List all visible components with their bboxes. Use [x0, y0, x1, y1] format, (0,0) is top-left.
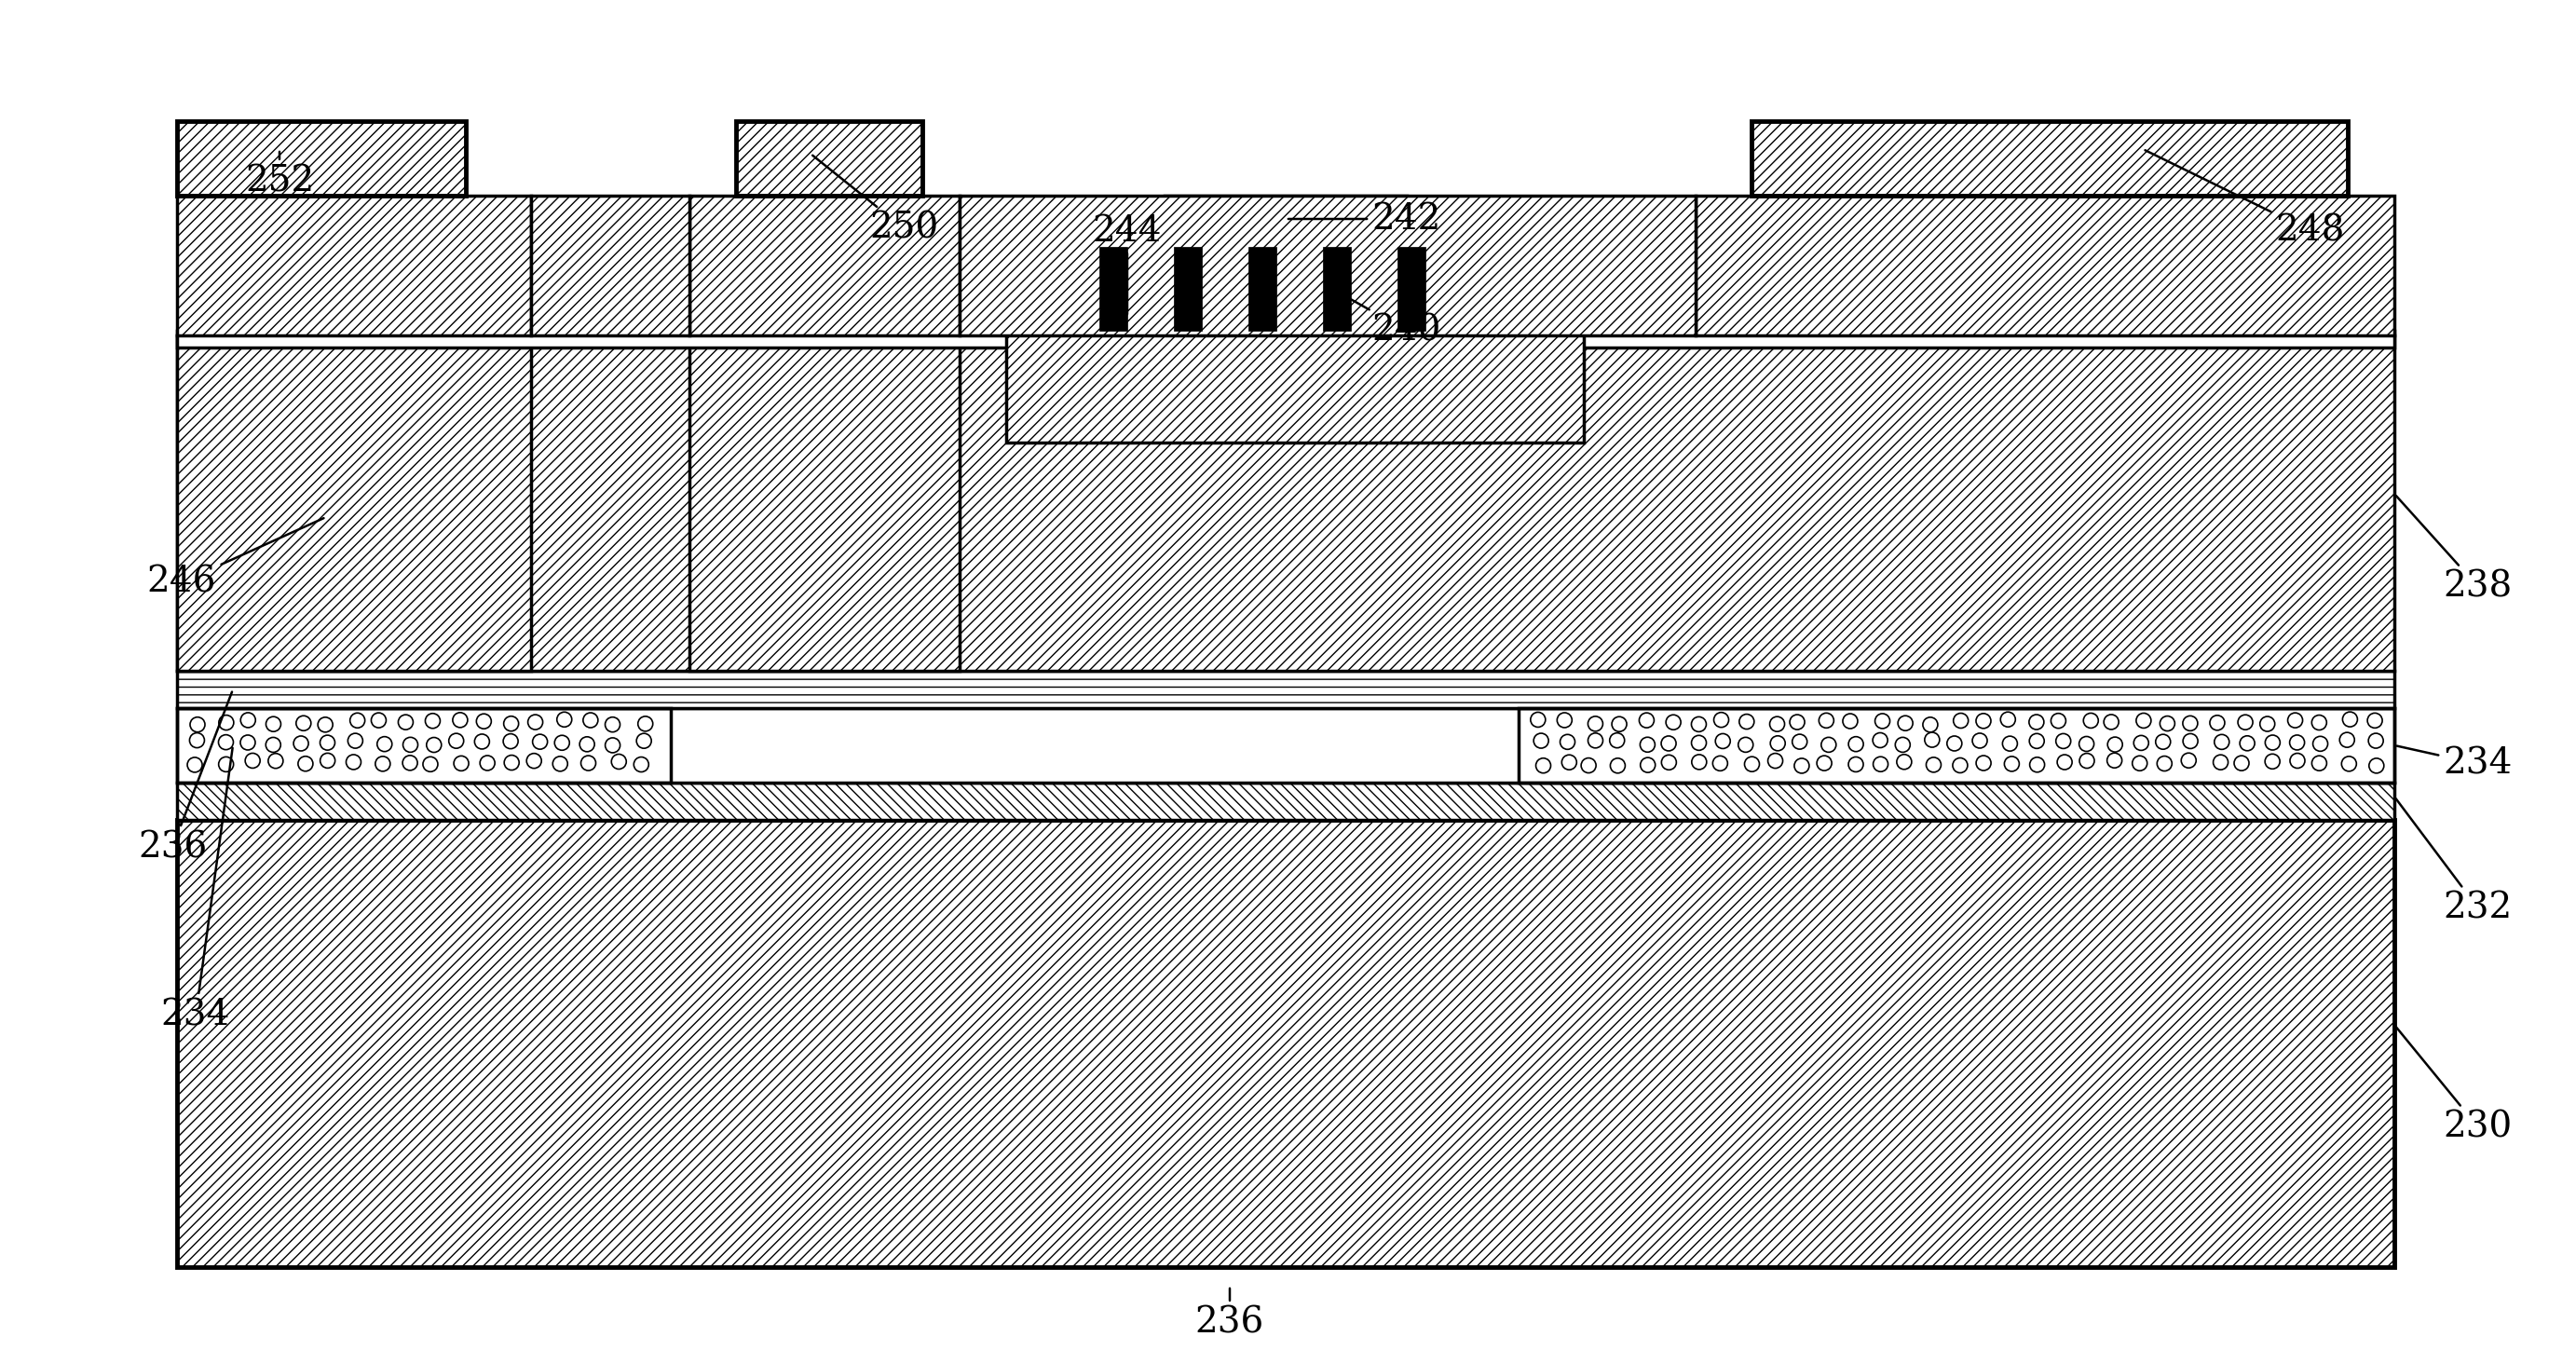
Text: 236: 236: [1195, 1288, 1265, 1341]
Text: 252: 252: [245, 151, 314, 198]
Bar: [178, 122, 466, 196]
Bar: [1072, 247, 1510, 331]
Bar: [178, 196, 531, 335]
Text: 234: 234: [2396, 747, 2512, 782]
Bar: [1164, 196, 1406, 247]
Bar: [178, 671, 2393, 707]
Bar: [178, 335, 531, 671]
Text: 248: 248: [2146, 150, 2344, 248]
Bar: [178, 819, 2393, 1268]
Bar: [1100, 247, 1128, 331]
Text: 244: 244: [1092, 213, 1162, 315]
Bar: [1752, 122, 2347, 196]
Bar: [690, 335, 961, 671]
Bar: [1396, 247, 1425, 331]
Text: 232: 232: [2396, 799, 2512, 926]
Text: 250: 250: [811, 155, 938, 246]
Bar: [178, 335, 2393, 671]
Bar: [1175, 247, 1203, 331]
Bar: [690, 196, 961, 335]
Text: 242: 242: [1288, 201, 1443, 236]
Bar: [961, 196, 1695, 335]
Bar: [1520, 707, 2393, 783]
Bar: [531, 196, 690, 335]
Bar: [178, 783, 2393, 819]
Bar: [178, 707, 2393, 783]
Bar: [1695, 196, 2393, 335]
Bar: [178, 331, 2393, 347]
Bar: [737, 122, 922, 196]
Text: 240: 240: [1334, 290, 1443, 348]
Text: 236: 236: [137, 691, 232, 865]
Text: 234: 234: [162, 748, 232, 1033]
Bar: [178, 707, 670, 783]
Text: 238: 238: [2396, 495, 2512, 605]
Text: 230: 230: [2396, 1027, 2512, 1145]
Text: 246: 246: [147, 518, 325, 599]
Bar: [1249, 247, 1275, 331]
Bar: [1324, 247, 1350, 331]
Bar: [1007, 331, 1584, 443]
